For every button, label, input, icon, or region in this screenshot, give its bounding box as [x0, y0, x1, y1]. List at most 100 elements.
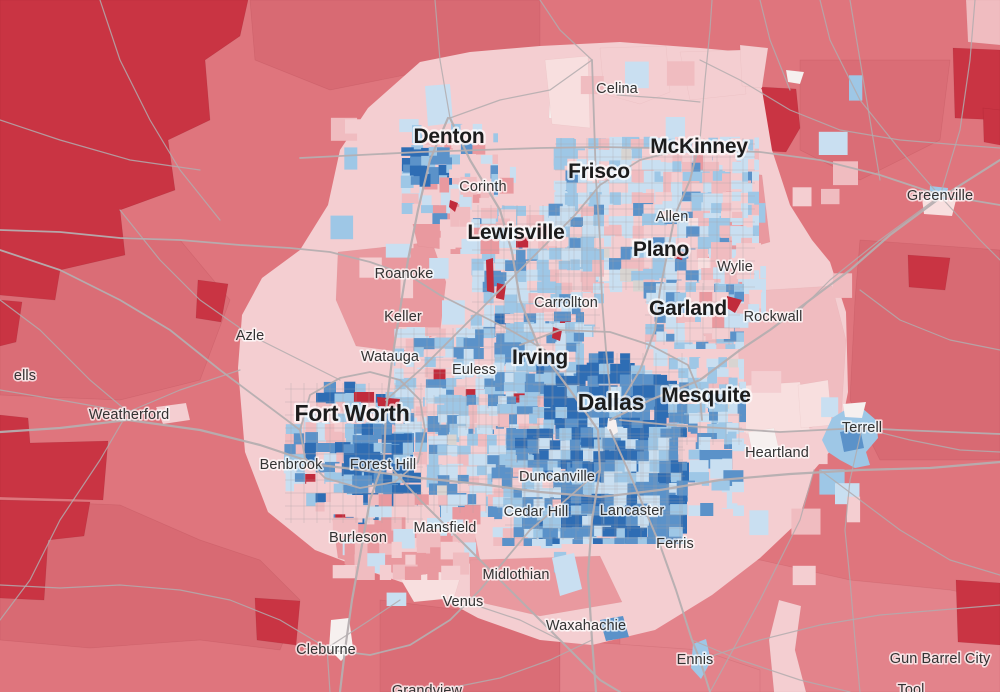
- precinct[interactable]: [692, 210, 710, 218]
- precinct[interactable]: [468, 227, 487, 239]
- precinct[interactable]: [502, 538, 524, 546]
- precinct[interactable]: [559, 516, 573, 529]
- precinct[interactable]: [726, 284, 736, 303]
- precinct[interactable]: [553, 180, 567, 191]
- precinct[interactable]: [648, 484, 660, 504]
- suburb-patch[interactable]: [544, 55, 591, 129]
- precinct[interactable]: [283, 463, 296, 474]
- precinct[interactable]: [738, 392, 746, 411]
- precinct[interactable]: [722, 458, 732, 480]
- precinct[interactable]: [395, 378, 407, 391]
- precinct[interactable]: [619, 374, 632, 389]
- precinct[interactable]: [667, 369, 680, 381]
- precinct[interactable]: [721, 211, 743, 218]
- precinct[interactable]: [693, 151, 705, 170]
- precinct[interactable]: [728, 367, 739, 382]
- precinct[interactable]: [724, 268, 739, 284]
- precinct[interactable]: [592, 249, 604, 268]
- precinct[interactable]: [698, 258, 718, 270]
- precinct[interactable]: [537, 395, 544, 412]
- precinct[interactable]: [712, 151, 725, 165]
- precinct[interactable]: [410, 183, 420, 193]
- precinct[interactable]: [604, 494, 615, 515]
- precinct[interactable]: [569, 439, 581, 452]
- precinct[interactable]: [330, 215, 354, 240]
- precinct[interactable]: [463, 348, 475, 361]
- precinct[interactable]: [681, 470, 688, 483]
- precinct[interactable]: [705, 334, 726, 345]
- precinct[interactable]: [729, 403, 744, 413]
- precinct[interactable]: [592, 226, 604, 239]
- precinct[interactable]: [818, 131, 848, 155]
- precinct[interactable]: [569, 226, 585, 238]
- precinct[interactable]: [620, 407, 632, 424]
- precinct[interactable]: [306, 481, 317, 498]
- precinct[interactable]: [522, 518, 538, 530]
- precinct[interactable]: [344, 453, 355, 471]
- precinct[interactable]: [698, 413, 712, 426]
- precinct[interactable]: [495, 258, 509, 270]
- precinct[interactable]: [439, 177, 450, 193]
- precinct[interactable]: [492, 154, 499, 165]
- precinct[interactable]: [592, 538, 610, 544]
- precinct[interactable]: [740, 192, 748, 208]
- precinct[interactable]: [719, 384, 731, 396]
- precinct[interactable]: [725, 344, 744, 349]
- precinct[interactable]: [549, 247, 563, 261]
- precinct[interactable]: [676, 270, 688, 290]
- precinct[interactable]: [477, 405, 488, 422]
- precinct[interactable]: [382, 424, 392, 439]
- precinct[interactable]: [559, 226, 573, 241]
- precinct[interactable]: [621, 148, 632, 161]
- precinct[interactable]: [553, 169, 570, 182]
- precinct[interactable]: [467, 433, 483, 446]
- precinct[interactable]: [671, 172, 685, 183]
- precinct[interactable]: [368, 529, 385, 541]
- precinct[interactable]: [674, 333, 685, 349]
- precinct-strong-rep[interactable]: [982, 107, 1000, 146]
- precinct[interactable]: [504, 313, 517, 324]
- precinct[interactable]: [385, 243, 411, 258]
- precinct[interactable]: [294, 411, 308, 423]
- precinct[interactable]: [532, 467, 544, 484]
- precinct[interactable]: [631, 420, 645, 431]
- precinct[interactable]: [352, 475, 373, 485]
- precinct[interactable]: [344, 381, 356, 395]
- precinct[interactable]: [515, 437, 533, 449]
- precinct[interactable]: [470, 209, 486, 219]
- precinct[interactable]: [594, 314, 604, 336]
- denton-north-blue[interactable]: [425, 84, 453, 126]
- precinct[interactable]: [577, 150, 593, 162]
- precinct[interactable]: [384, 412, 396, 426]
- precinct-strong-rep[interactable]: [0, 414, 109, 501]
- precinct[interactable]: [571, 526, 585, 539]
- precinct[interactable]: [610, 281, 627, 293]
- precinct[interactable]: [728, 377, 738, 390]
- precinct[interactable]: [711, 480, 730, 491]
- precinct[interactable]: [564, 351, 576, 365]
- precinct[interactable]: [752, 171, 759, 185]
- precinct[interactable]: [761, 292, 766, 315]
- precinct[interactable]: [641, 160, 662, 171]
- precinct[interactable]: [739, 432, 746, 445]
- precinct[interactable]: [743, 183, 754, 193]
- precinct[interactable]: [792, 565, 816, 586]
- precinct[interactable]: [294, 473, 305, 482]
- precinct[interactable]: [409, 165, 426, 177]
- precinct-strong-rep[interactable]: [195, 279, 229, 323]
- precinct[interactable]: [614, 537, 625, 544]
- precinct[interactable]: [429, 483, 442, 495]
- precinct[interactable]: [293, 433, 305, 453]
- precinct[interactable]: [504, 281, 519, 297]
- precinct[interactable]: [588, 138, 606, 150]
- precinct[interactable]: [572, 461, 591, 473]
- precinct[interactable]: [487, 464, 496, 478]
- precinct[interactable]: [434, 337, 454, 349]
- precinct[interactable]: [732, 215, 752, 225]
- precinct[interactable]: [464, 504, 481, 525]
- precinct[interactable]: [555, 407, 570, 418]
- precinct[interactable]: [304, 442, 319, 454]
- precinct[interactable]: [416, 377, 429, 389]
- precinct[interactable]: [602, 538, 619, 544]
